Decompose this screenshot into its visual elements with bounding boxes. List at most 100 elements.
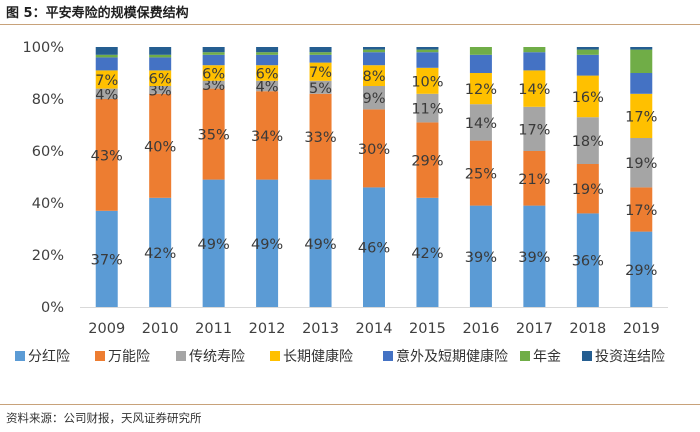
data-label: 6% — [149, 72, 172, 88]
bar-segment — [523, 70, 546, 107]
legend-swatch — [582, 351, 592, 361]
data-label: 33% — [304, 130, 336, 146]
data-label: 19% — [625, 156, 657, 172]
bar-segment — [202, 179, 225, 307]
legend-swatch — [383, 351, 393, 361]
bar-segment — [309, 52, 332, 55]
legend-label: 年金 — [533, 349, 561, 365]
data-label: 18% — [572, 134, 604, 150]
bar-segment — [256, 179, 279, 307]
legend-label: 分红险 — [28, 349, 70, 365]
bar-segment — [469, 140, 492, 206]
data-label: 17% — [625, 109, 657, 125]
x-tick-label: 2018 — [569, 321, 606, 337]
bar-segment — [309, 93, 332, 180]
data-label: 39% — [518, 250, 550, 266]
data-label: 34% — [251, 129, 283, 145]
x-tick-label: 2019 — [623, 321, 660, 337]
bar-segment — [630, 187, 653, 232]
bar-segment — [363, 86, 385, 110]
bar-segment — [95, 57, 118, 71]
bar-segment — [95, 210, 118, 307]
bar-segment — [469, 47, 492, 55]
data-label: 14% — [465, 116, 497, 132]
y-tick-label: 60% — [32, 144, 64, 160]
bar-segment — [630, 231, 653, 307]
figure-title: 图 5：平安寿险的规模保费结构 — [6, 6, 189, 21]
bar-segment — [576, 213, 599, 307]
data-label: 4% — [256, 80, 279, 96]
bar-segment — [95, 54, 118, 58]
data-label: 17% — [625, 203, 657, 219]
bar-segment — [95, 47, 118, 55]
bar-segment — [576, 75, 599, 118]
bar-segment — [202, 54, 225, 66]
data-label: 49% — [304, 237, 336, 253]
bar-segment — [523, 52, 546, 71]
bar-segment — [576, 49, 599, 55]
bar-segment — [149, 197, 172, 307]
x-tick-label: 2016 — [462, 321, 499, 337]
bar-segment — [309, 54, 332, 63]
bar-segment — [416, 122, 439, 198]
bar-segment — [256, 80, 279, 92]
data-label: 42% — [411, 246, 443, 262]
bar-segment — [469, 104, 492, 141]
bar-segment — [309, 179, 332, 307]
bar-segment — [576, 47, 599, 50]
data-label: 40% — [144, 139, 176, 155]
bar-segment — [416, 197, 439, 307]
bottom-rule — [0, 404, 700, 405]
data-label: 3% — [202, 78, 225, 94]
data-label: 19% — [572, 182, 604, 198]
bar-segment — [363, 52, 385, 66]
bar-segment — [523, 151, 546, 206]
data-label: 25% — [465, 167, 497, 183]
x-tick-label: 2015 — [409, 321, 446, 337]
data-label: 36% — [572, 254, 604, 270]
bar-segment — [149, 93, 172, 198]
bar-segment — [469, 205, 492, 307]
data-label: 29% — [625, 263, 657, 279]
data-label: 21% — [518, 172, 550, 188]
bar-segment — [149, 86, 172, 94]
y-tick-label: 80% — [32, 92, 64, 108]
x-tick-label: 2017 — [516, 321, 553, 337]
bar-segment — [309, 47, 332, 53]
bar-segment — [363, 109, 385, 188]
data-label: 6% — [202, 67, 225, 83]
data-label: 30% — [358, 142, 390, 158]
legend-label: 万能险 — [108, 349, 150, 365]
data-label: 49% — [251, 237, 283, 253]
legend-label: 长期健康险 — [283, 348, 353, 365]
bar-segment — [363, 187, 385, 307]
bar-segment — [363, 47, 385, 50]
bar-segment — [469, 54, 492, 73]
bar-segment — [416, 47, 439, 50]
data-label: 46% — [358, 241, 390, 257]
bar-segment — [202, 80, 225, 89]
bar-segment — [149, 54, 172, 58]
data-label: 8% — [362, 69, 385, 85]
bar-segment — [95, 88, 118, 99]
bar-segment — [416, 93, 439, 123]
data-label: 5% — [309, 81, 332, 97]
data-label: 16% — [572, 90, 604, 106]
bar-segment — [149, 70, 172, 86]
bar-segment — [95, 99, 118, 211]
data-label: 29% — [411, 154, 443, 170]
bar-segment — [202, 65, 225, 81]
data-label: 37% — [91, 252, 123, 268]
bar-segment — [523, 205, 546, 307]
data-label: 7% — [95, 73, 118, 89]
bar-segment — [149, 47, 172, 55]
bar-segment — [309, 62, 332, 81]
legend-swatch — [270, 351, 280, 361]
bar-segment — [256, 91, 279, 180]
bar-segment — [630, 49, 653, 73]
bar-segment — [523, 106, 546, 151]
legend-swatch — [176, 351, 186, 361]
y-tick-label: 40% — [32, 196, 64, 212]
bar-segment — [416, 67, 439, 94]
bar-segment — [576, 164, 599, 214]
